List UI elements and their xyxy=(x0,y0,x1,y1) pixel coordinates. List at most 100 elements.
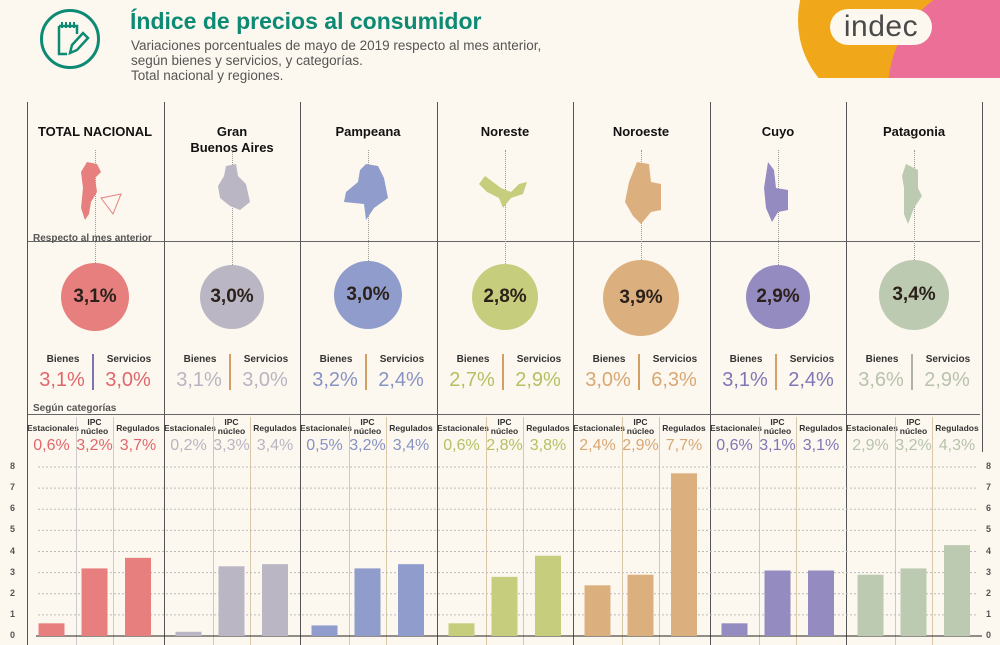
category-value-regulados: 3,8% xyxy=(529,437,567,454)
y-tick-label-left: 1 xyxy=(10,608,16,619)
category-value-regulados: 3,4% xyxy=(392,437,430,454)
logo-text: indec xyxy=(830,9,932,45)
y-tick-label-left: 2 xyxy=(10,587,16,598)
bar-ipc-nucleo xyxy=(354,568,381,636)
region-map-icon xyxy=(81,162,122,220)
category-separator xyxy=(932,417,933,645)
servicios-value: 2,9% xyxy=(924,369,970,391)
y-tick-label-right: 1 xyxy=(986,608,992,619)
category-label-ipc-nucleo: IPC núcleo xyxy=(217,417,246,436)
category-value-regulados: 3,4% xyxy=(256,437,294,454)
servicios-value: 3,0% xyxy=(242,369,288,391)
category-label-regulados: Regulados xyxy=(116,423,160,433)
region-column-border xyxy=(710,102,711,645)
servicios-label: Servicios xyxy=(925,354,971,365)
bar-regulados xyxy=(398,564,424,636)
bienes-value: 3,1% xyxy=(176,369,222,391)
category-label-ipc-nucleo: IPC núcleo xyxy=(353,417,382,436)
region-name: Cuyo xyxy=(761,124,795,139)
bienes-value: 3,2% xyxy=(312,369,358,391)
total-variation-circle: 3,4% xyxy=(879,260,949,330)
y-tick-label-left: 3 xyxy=(10,566,16,577)
category-value-estacionales: 0,2% xyxy=(170,437,207,454)
servicios-value: 2,9% xyxy=(515,369,561,391)
divider-line xyxy=(27,241,980,242)
category-value-ipc-nucleo: 3,2% xyxy=(76,437,113,454)
region-name: Noroeste xyxy=(612,124,670,139)
bienes-label: Bienes xyxy=(183,354,217,365)
region-name: Pampeana xyxy=(335,124,401,139)
bienes-value: 3,1% xyxy=(722,369,768,391)
category-label-regulados: Regulados xyxy=(799,423,843,433)
category-separator xyxy=(659,417,660,645)
bienes-label: Bienes xyxy=(865,354,899,365)
bienes-label: Bienes xyxy=(729,354,763,365)
bienes-value: 3,6% xyxy=(858,369,904,391)
region-column-border xyxy=(27,102,28,645)
region-map-icon xyxy=(902,164,922,224)
y-tick-label-left: 7 xyxy=(10,482,16,493)
category-label-estacionales: Estacionales xyxy=(27,423,79,433)
category-separator xyxy=(113,417,114,645)
bar-ipc-nucleo xyxy=(81,568,108,636)
category-value-regulados: 3,7% xyxy=(119,437,157,454)
category-label-estacionales: Estacionales xyxy=(164,423,216,433)
bar-estacionales xyxy=(175,631,202,636)
bar-ipc-nucleo xyxy=(764,570,791,636)
y-tick-label-right: 2 xyxy=(986,587,992,598)
region-name: Gran Buenos Aires xyxy=(190,124,274,155)
category-label-ipc-nucleo: IPC núcleo xyxy=(899,417,928,436)
region-column-border xyxy=(982,102,983,452)
region-column-border xyxy=(437,102,438,645)
category-value-ipc-nucleo: 2,8% xyxy=(486,437,523,454)
category-separator xyxy=(213,417,214,645)
y-tick-label-left: 4 xyxy=(10,545,16,556)
y-tick-label-left: 8 xyxy=(10,461,16,471)
bienes-label: Bienes xyxy=(592,354,626,365)
region-map-icon xyxy=(479,176,527,208)
servicios-value: 2,4% xyxy=(788,369,834,391)
region-name: TOTAL NACIONAL xyxy=(37,124,153,139)
servicios-label: Servicios xyxy=(652,354,698,365)
bienes-servicios-separator xyxy=(92,354,94,390)
bienes-value: 2,7% xyxy=(449,369,495,391)
category-value-ipc-nucleo: 3,2% xyxy=(895,437,932,454)
bar-ipc-nucleo xyxy=(900,568,927,636)
page-title: Índice de precios al consumidor xyxy=(130,8,482,34)
category-value-estacionales: 0,6% xyxy=(33,437,70,454)
region-column-border xyxy=(300,102,301,645)
category-label-estacionales: Estacionales xyxy=(710,423,762,433)
y-tick-label-right: 3 xyxy=(986,566,992,577)
servicios-label: Servicios xyxy=(243,354,289,365)
category-value-regulados: 3,1% xyxy=(802,437,840,454)
servicios-value: 6,3% xyxy=(651,369,697,391)
region-column-border xyxy=(846,102,847,645)
category-value-estacionales: 0,6% xyxy=(443,437,480,454)
y-tick-label-right: 4 xyxy=(986,545,992,556)
category-label-ipc-nucleo: IPC núcleo xyxy=(763,417,792,436)
category-separator xyxy=(622,417,623,645)
category-value-estacionales: 0,5% xyxy=(306,437,343,454)
total-variation-circle: 3,0% xyxy=(200,265,264,329)
bar-regulados xyxy=(262,564,288,636)
total-variation-circle: 3,0% xyxy=(334,261,402,329)
bar-estacionales xyxy=(721,623,748,636)
category-value-estacionales: 2,4% xyxy=(579,437,616,454)
category-label-estacionales: Estacionales xyxy=(300,423,352,433)
y-tick-label-right: 5 xyxy=(986,524,992,535)
servicios-label: Servicios xyxy=(106,354,152,365)
category-separator xyxy=(250,417,251,645)
category-label-regulados: Regulados xyxy=(662,423,706,433)
map-pointer-line xyxy=(232,150,233,265)
servicios-label: Servicios xyxy=(379,354,425,365)
bar-estacionales xyxy=(584,585,611,636)
category-separator xyxy=(76,417,77,645)
map-pointer-line xyxy=(505,150,506,264)
bienes-servicios-separator xyxy=(365,354,367,390)
region-column-border xyxy=(573,102,574,645)
bar-ipc-nucleo xyxy=(218,566,245,636)
category-value-ipc-nucleo: 2,9% xyxy=(622,437,659,454)
bienes-label: Bienes xyxy=(319,354,353,365)
respecto-label: Respecto al mes anterior xyxy=(33,233,152,244)
